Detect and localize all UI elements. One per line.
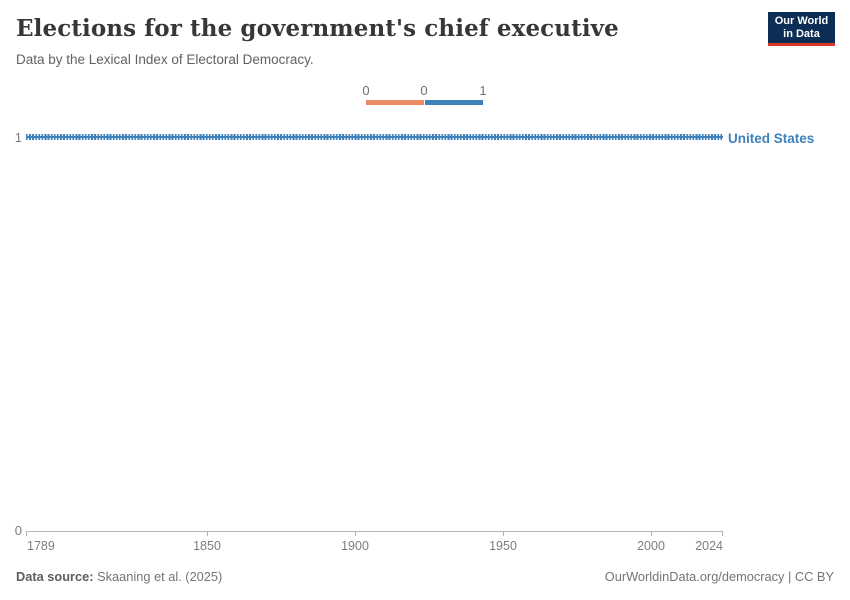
data-source-value: Skaaning et al. (2025) bbox=[93, 569, 223, 584]
y-axis-tick-1: 1 bbox=[14, 130, 22, 145]
x-tick-mark-1900 bbox=[355, 531, 356, 536]
series-label-united-states[interactable]: United States bbox=[728, 131, 815, 146]
owid-logo-line2: in Data bbox=[783, 27, 820, 40]
x-tick-label-2000: 2000 bbox=[637, 539, 665, 553]
x-tick-mark-1850 bbox=[207, 531, 208, 536]
x-tick-label-1900: 1900 bbox=[341, 539, 369, 553]
x-tick-mark-1950 bbox=[503, 531, 504, 536]
license-link[interactable]: OurWorldinData.org/democracy | CC BY bbox=[604, 569, 834, 584]
legend-edge-label-1: 0 bbox=[420, 83, 428, 98]
x-tick-mark-2024 bbox=[722, 531, 723, 536]
legend-color-bar[interactable] bbox=[366, 100, 483, 105]
legend-segment-elections[interactable] bbox=[425, 100, 483, 105]
x-tick-label-1950: 1950 bbox=[489, 539, 517, 553]
chart-subtitle: Data by the Lexical Index of Electoral D… bbox=[16, 52, 314, 67]
data-source-note: Data source: Skaaning et al. (2025) bbox=[16, 569, 222, 584]
united-states-data-line[interactable] bbox=[26, 134, 723, 140]
owid-logo-line1: Our World bbox=[774, 14, 829, 27]
legend-edge-label-0: 0 bbox=[362, 83, 370, 98]
x-tick-mark-1789 bbox=[26, 531, 27, 536]
y-axis-tick-0: 0 bbox=[14, 523, 22, 538]
data-source-label: Data source: bbox=[16, 569, 94, 584]
x-tick-label-2024: 2024 bbox=[695, 539, 723, 553]
page-title: Elections for the government's chief exe… bbox=[16, 15, 619, 42]
x-tick-label-1850: 1850 bbox=[193, 539, 221, 553]
x-tick-label-1789: 1789 bbox=[27, 539, 55, 553]
x-tick-mark-2000 bbox=[651, 531, 652, 536]
owid-logo[interactable]: Our World in Data bbox=[768, 12, 835, 46]
legend-segment-no-elections[interactable] bbox=[366, 100, 424, 105]
x-axis-line bbox=[26, 531, 723, 532]
legend-edge-label-2: 1 bbox=[479, 83, 487, 98]
